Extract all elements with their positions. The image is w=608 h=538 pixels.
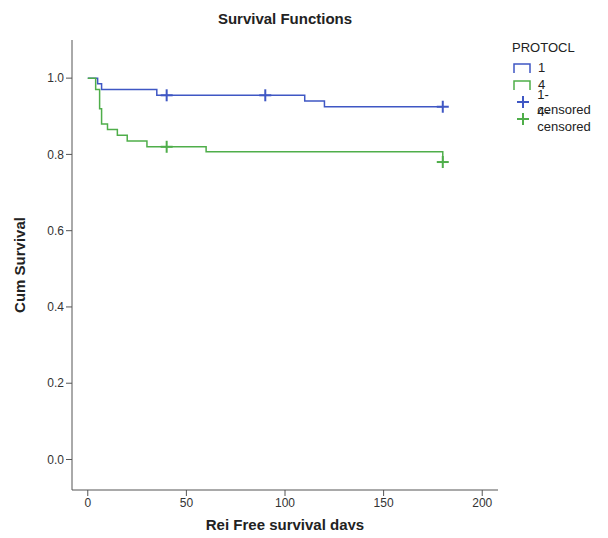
svg-text:0.6: 0.6 bbox=[47, 224, 64, 238]
svg-text:0.4: 0.4 bbox=[47, 300, 64, 314]
html-text:Survival Functions: Survival Functions bbox=[217, 10, 353, 27]
svg-text:150: 150 bbox=[374, 496, 394, 510]
svg-text:Cum Survival: Cum Survival bbox=[11, 217, 28, 313]
svg-text:0.2: 0.2 bbox=[47, 376, 64, 390]
svg-text:0.0: 0.0 bbox=[47, 453, 64, 467]
html-text:1: 1 bbox=[538, 60, 546, 75]
html-text:4: 4 bbox=[538, 77, 546, 92]
html-text:4-censored: 4-censored bbox=[537, 103, 591, 134]
svg-text:0.8: 0.8 bbox=[47, 148, 64, 162]
svg-text:50: 50 bbox=[180, 496, 194, 510]
html-text:1-censored: 1-censored bbox=[537, 86, 591, 117]
svg-text:0: 0 bbox=[84, 496, 91, 510]
html-text:PROTOCL: PROTOCL bbox=[512, 40, 575, 55]
svg-text:1.0: 1.0 bbox=[47, 71, 64, 85]
svg-text:100: 100 bbox=[275, 496, 295, 510]
svg-text:200: 200 bbox=[472, 496, 492, 510]
svg-text:Rej Free survival days: Rej Free survival days bbox=[206, 516, 364, 530]
